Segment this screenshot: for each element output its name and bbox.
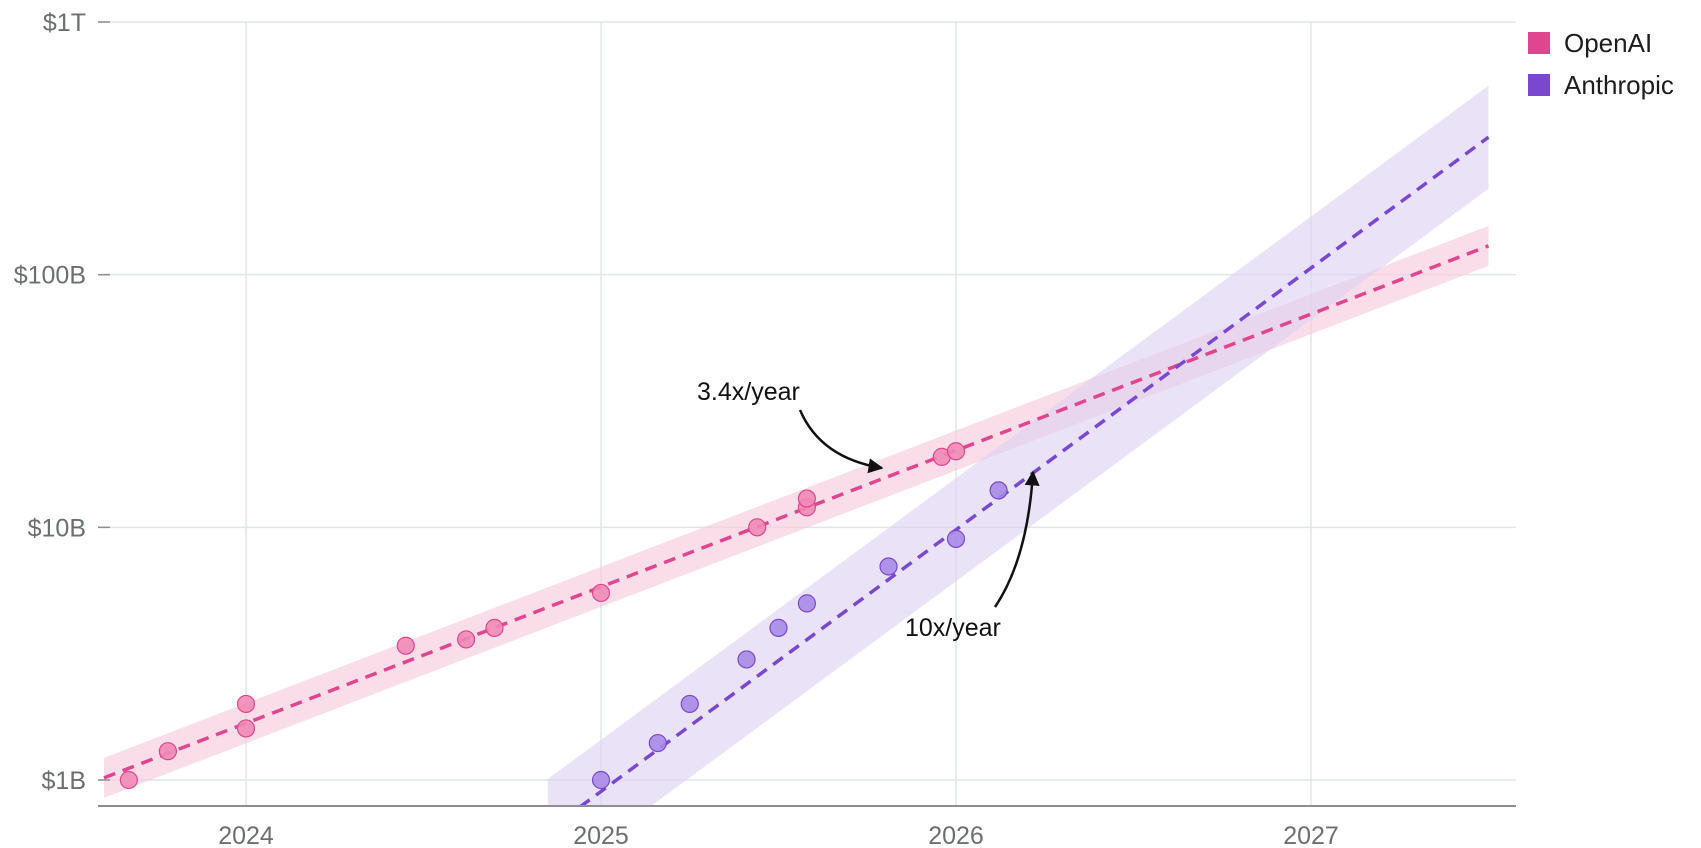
annotation-anthropic: 10x/year [905, 470, 1040, 642]
x-tick-label: 2025 [573, 822, 629, 848]
legend-swatch-openai [1528, 32, 1550, 54]
annotation-openai-growth-label: 3.4x/year [697, 378, 800, 406]
data-point-openai [748, 518, 767, 537]
data-point-openai [396, 636, 415, 655]
trend-lines [103, 135, 1490, 806]
data-point-anthropic [680, 694, 699, 714]
data-point-openai [457, 630, 476, 649]
data-point-openai [485, 618, 504, 637]
data-point-anthropic [989, 481, 1008, 500]
annotation-openai-arrow [798, 409, 884, 474]
data-point-openai [591, 583, 611, 603]
annotation-anthropic-arrow [993, 470, 1040, 608]
grid-lines [98, 21, 1516, 806]
x-tick-label: 2026 [928, 822, 984, 848]
y-tick-label: $10B [28, 514, 86, 542]
data-point-openai [236, 694, 256, 714]
data-point-anthropic [946, 529, 966, 548]
data-point-openai [119, 770, 138, 790]
legend: OpenAI Anthropic [1528, 28, 1674, 100]
trend-line-anthropic [578, 135, 1490, 806]
data-point-anthropic [591, 770, 611, 790]
data-point-anthropic [648, 733, 667, 753]
data-points [119, 442, 1008, 790]
legend-label-anthropic: Anthropic [1564, 70, 1674, 100]
trend-line-openai [103, 244, 1490, 780]
x-tick-label: 2024 [218, 822, 274, 848]
y-tick-label: $100B [14, 262, 86, 290]
data-point-openai [236, 719, 256, 738]
legend-swatch-anthropic [1528, 74, 1550, 96]
legend-label-openai: OpenAI [1564, 28, 1652, 58]
confidence-band-anthropic [547, 85, 1489, 806]
data-point-openai [797, 489, 817, 508]
annotation-anthropic-growth-label: 10x/year [905, 614, 1001, 642]
legend-item-openai: OpenAI [1528, 28, 1652, 58]
y-tick-label: $1T [43, 9, 86, 37]
data-point-anthropic [797, 594, 817, 613]
data-point-openai [946, 442, 966, 461]
annotation-openai: 3.4x/year [697, 378, 884, 474]
data-point-anthropic [769, 618, 788, 637]
data-point-anthropic [879, 557, 898, 576]
legend-item-anthropic: Anthropic [1528, 70, 1674, 100]
axes: $1B $10B $100B $1T 2024 2025 2026 2027 [14, 9, 1516, 848]
data-point-openai [158, 742, 177, 761]
x-tick-label: 2027 [1283, 822, 1339, 848]
confidence-bands [104, 85, 1489, 806]
y-tick-label: $1B [42, 767, 86, 795]
data-point-anthropic [737, 650, 756, 669]
